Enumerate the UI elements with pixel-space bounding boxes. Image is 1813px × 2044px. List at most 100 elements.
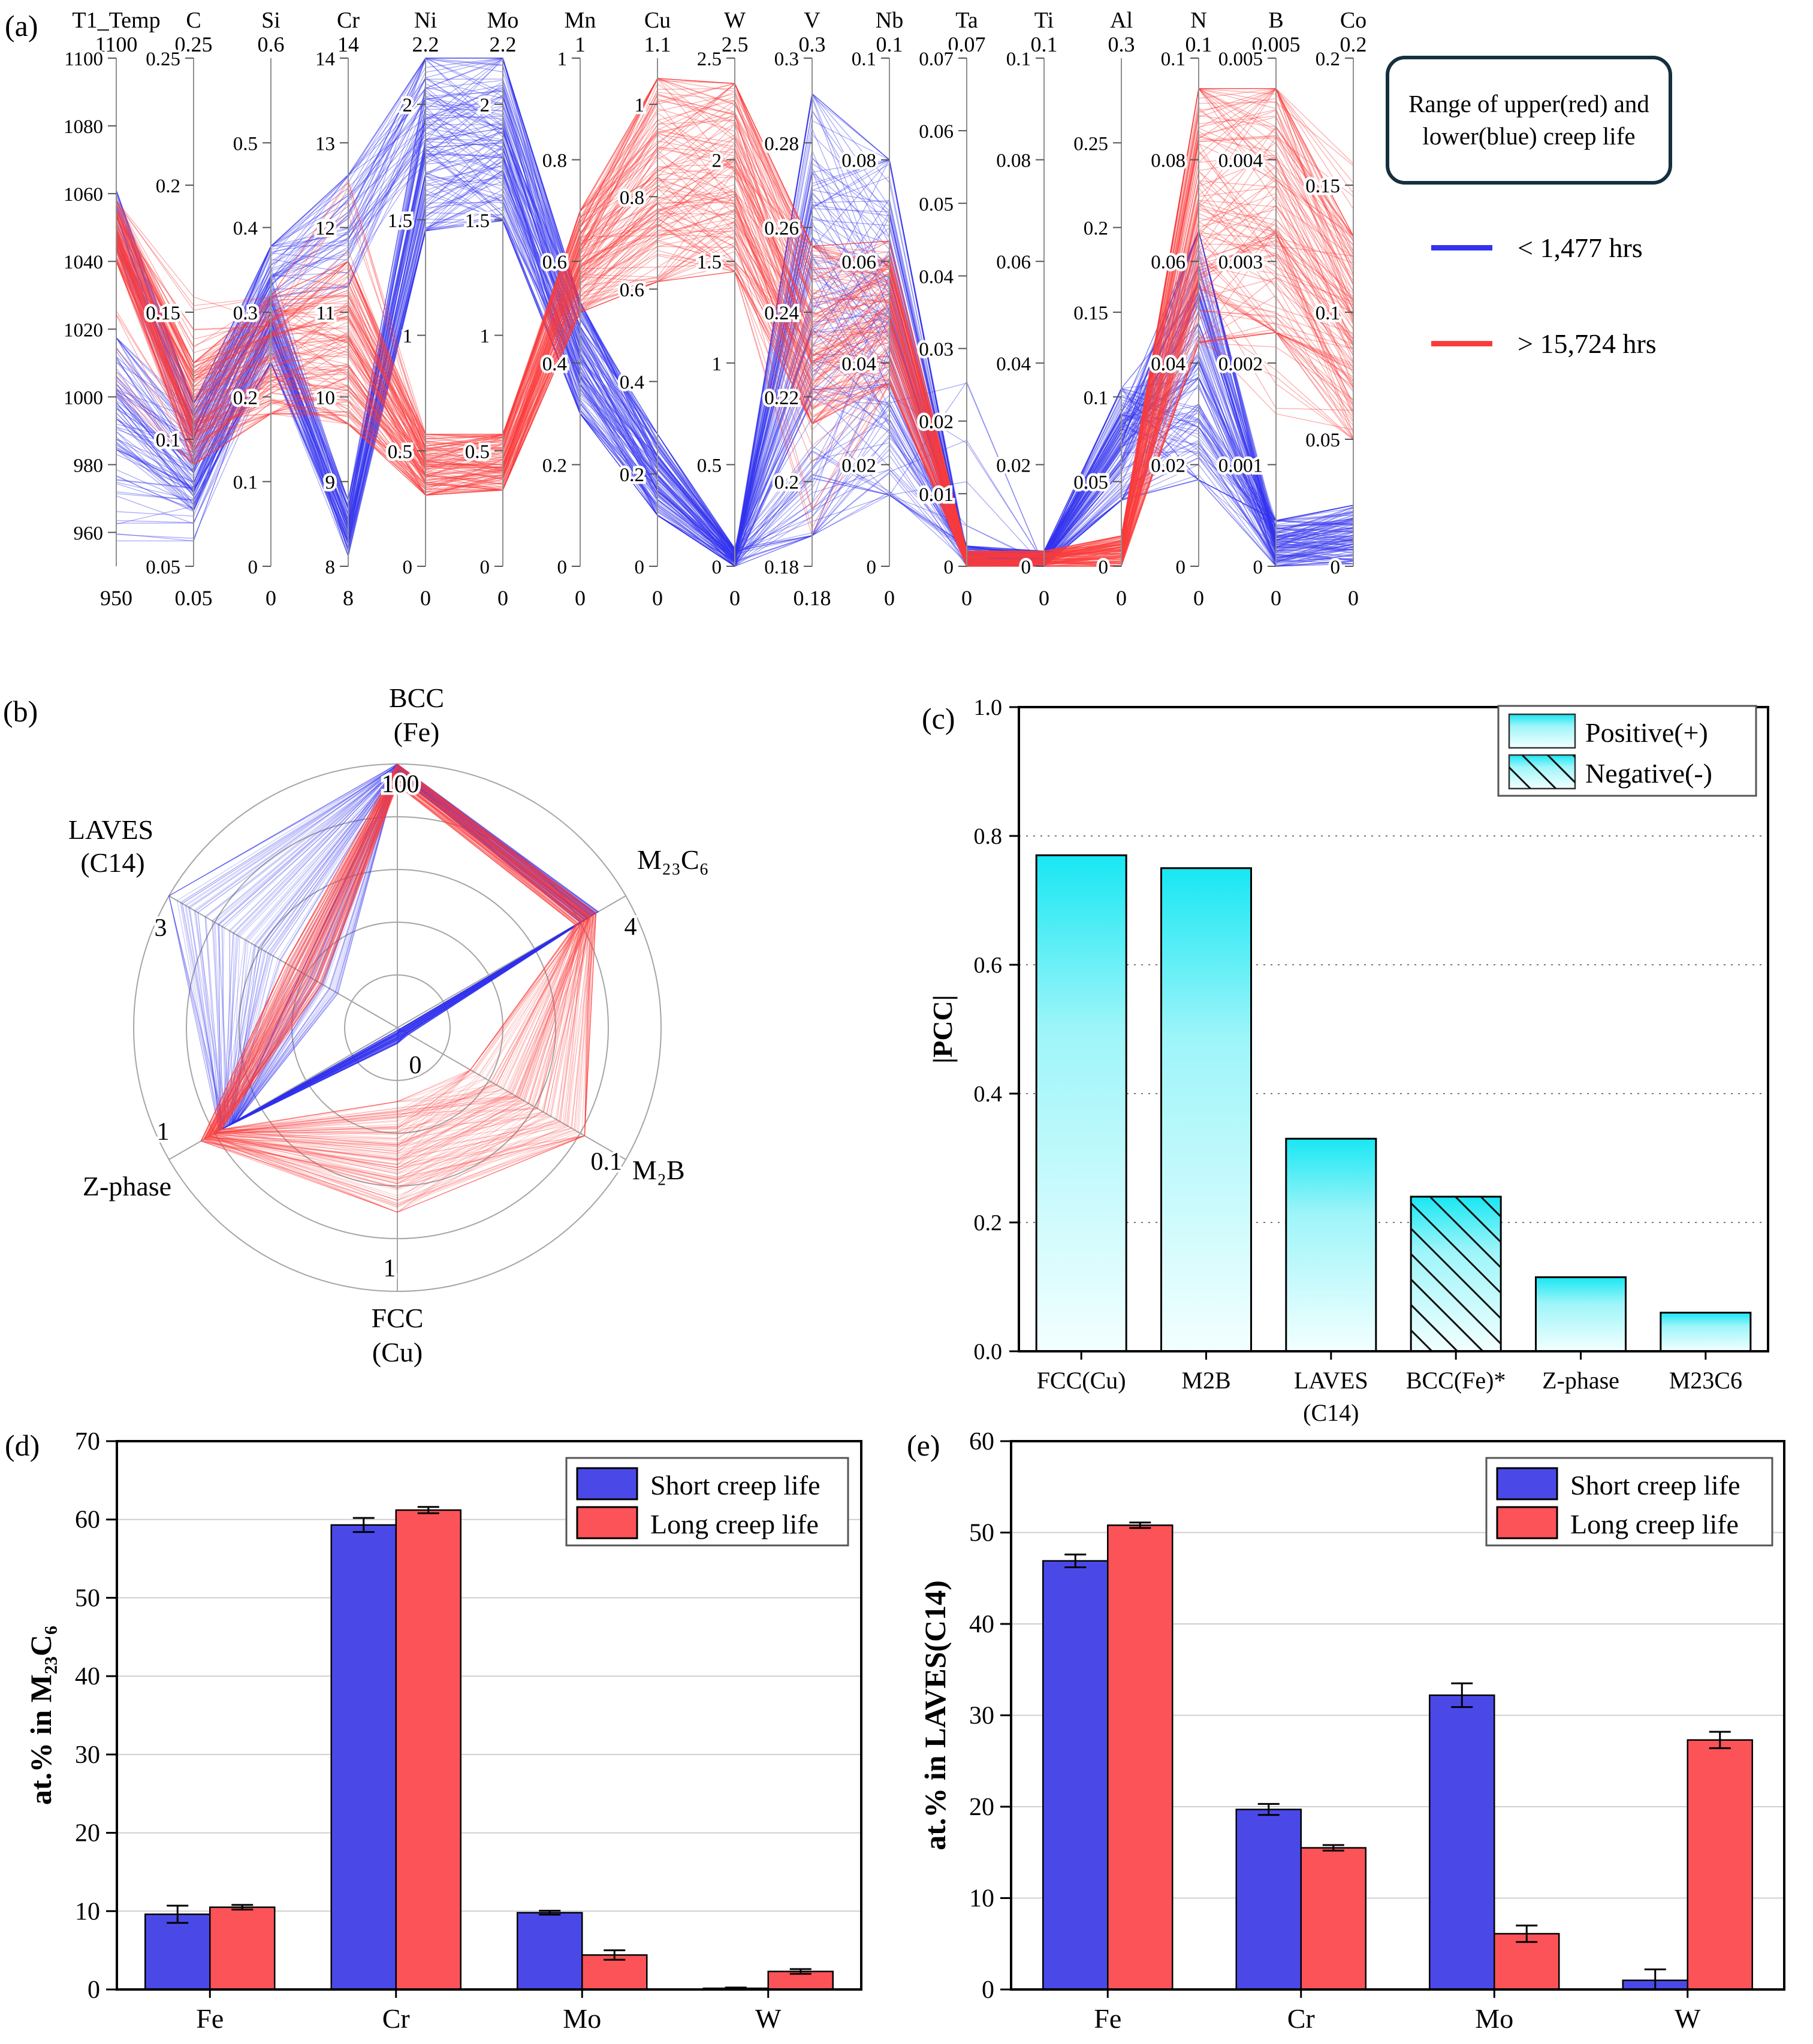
y-tick-label: 70 bbox=[75, 1428, 100, 1456]
radar-polygon bbox=[221, 783, 578, 1130]
radar-polygon bbox=[204, 763, 595, 1165]
parallel-axis-Co: Co0.20.2 0.15 0.1 0.05 00 bbox=[1303, 8, 1367, 610]
axis-min-value: 0 bbox=[1039, 586, 1049, 610]
radar-polygon bbox=[210, 784, 576, 1136]
tick-label: 1020 bbox=[64, 319, 103, 341]
radar-polygon bbox=[205, 773, 595, 1184]
tick-label: 0.001 bbox=[1218, 455, 1263, 476]
bar-Fe-long bbox=[209, 1906, 276, 1991]
tick-label: 0.1 bbox=[1316, 303, 1340, 324]
radar-polygon bbox=[212, 772, 582, 1152]
tick-label: 0.25 bbox=[1073, 133, 1108, 155]
parallel-axis-Mo: Mo2.2 2 1.5 1 0.5 00 bbox=[462, 8, 518, 610]
radar-polygon bbox=[225, 768, 589, 1127]
radar-polygon bbox=[205, 763, 593, 1201]
legend-label: Short creep life bbox=[1570, 1470, 1740, 1500]
axis-min-value: 0 bbox=[575, 586, 586, 610]
radar-polygon bbox=[228, 771, 587, 1125]
radar-spoke-Z bbox=[168, 1027, 398, 1160]
radar-polygon bbox=[200, 763, 597, 1180]
radar-polygon bbox=[221, 784, 579, 1130]
bar-Fe-short bbox=[1042, 1560, 1109, 1991]
tick-label: 0.22 bbox=[764, 387, 799, 409]
radar-polygon bbox=[213, 777, 590, 1181]
tick-label: 0.05 bbox=[1073, 472, 1108, 494]
bar-Fe-short bbox=[144, 1913, 211, 1991]
radar-polygon bbox=[208, 772, 588, 1166]
radar-polygon bbox=[229, 768, 593, 1125]
radar-polygon bbox=[177, 763, 599, 1131]
radar-polygon bbox=[200, 763, 597, 1179]
tick-label: 1000 bbox=[64, 387, 103, 409]
panel-letter-b: (b) bbox=[3, 695, 38, 728]
radar-polygon bbox=[215, 783, 583, 1133]
legend-swatch bbox=[1508, 713, 1576, 749]
plot-frame bbox=[1018, 706, 1769, 1352]
radar-polygon bbox=[207, 775, 590, 1169]
radar-polygon bbox=[200, 768, 597, 1213]
radar-polygon bbox=[214, 777, 577, 1134]
radar-polygon bbox=[221, 768, 595, 1128]
radar-polygon bbox=[227, 769, 589, 1127]
radar-polygon bbox=[229, 766, 590, 1124]
tick-label: 0.4 bbox=[542, 354, 567, 375]
radar-polygon bbox=[209, 780, 581, 1165]
panel-letter-d: (d) bbox=[5, 1429, 40, 1462]
radar-polygon bbox=[228, 766, 592, 1126]
radar-polygon bbox=[203, 763, 594, 1213]
radar-polygon bbox=[211, 777, 588, 1146]
tick-label: 0.2 bbox=[542, 455, 567, 476]
tick-label: 0.25 bbox=[146, 49, 180, 70]
radar-polygon bbox=[230, 773, 584, 1125]
parallel-axis-Al: Al0.3 0.25 0.2 0.15 0.1 0.05 00 bbox=[1071, 8, 1135, 610]
radar-polygon bbox=[215, 768, 584, 1171]
y-tick-label: 0.0 bbox=[974, 1339, 1003, 1364]
panel-d-grouped-bars: Fe Cr Mo W 0 10 20 30 40 50 60 70 at.% in M₂₃C₆ Short… bbox=[24, 1428, 862, 2034]
radar-polygon bbox=[213, 777, 590, 1141]
tick-label: 0.4 bbox=[620, 372, 644, 394]
axis-max-value: 2.2 bbox=[490, 32, 517, 56]
radar-polygon bbox=[233, 771, 589, 1124]
radar-polygon bbox=[215, 768, 593, 1129]
legend-title-line2: lower(blue) creep life bbox=[1422, 122, 1636, 150]
tick-label: 11 bbox=[316, 303, 335, 324]
tick-label: 0.2 bbox=[620, 464, 644, 486]
tick-label: 0.03 bbox=[919, 339, 954, 361]
axis-min-value: 0 bbox=[497, 586, 508, 610]
radar-polygon bbox=[221, 780, 581, 1144]
radar-axis-label: (Fe) bbox=[394, 717, 440, 747]
parallel-axis-V: V0.30.3 0.28 0.26 0.24 0.22 0.2 0.18 0.18 bbox=[762, 8, 831, 610]
radar-polygon bbox=[206, 772, 585, 1174]
radar-polygon bbox=[221, 780, 584, 1130]
radar-polygon bbox=[230, 771, 585, 1125]
legend-swatch bbox=[576, 1506, 638, 1539]
y-tick-label: 40 bbox=[969, 1611, 994, 1638]
radar-polygon bbox=[237, 773, 581, 1121]
y-axis-title: at.% in LAVES(C14) bbox=[918, 1580, 952, 1850]
tick-label: 0.26 bbox=[764, 218, 799, 240]
axis-min-value: 0 bbox=[266, 586, 276, 610]
y-axis-title: at.% in M₂₃C₆ bbox=[24, 1626, 58, 1805]
radar-polygon bbox=[236, 771, 585, 1121]
x-tick-label: Cr bbox=[382, 2003, 410, 2034]
radar-polygon bbox=[188, 765, 596, 1126]
axis-min-value: 0 bbox=[652, 586, 663, 610]
radar-axis-label: M₂B bbox=[632, 1155, 685, 1185]
axis-max-value: 2.5 bbox=[722, 32, 749, 56]
tick-label: 1060 bbox=[64, 184, 103, 206]
tick-label: 0 bbox=[480, 557, 490, 578]
radar-axis-max-tick: 0.1 bbox=[591, 1148, 623, 1176]
legend-label: Short creep life bbox=[650, 1470, 820, 1500]
tick-label: 0.2 bbox=[774, 472, 799, 494]
radar-polygon bbox=[228, 769, 588, 1126]
tick-label: 2 bbox=[712, 150, 722, 172]
tick-label: 0.15 bbox=[146, 303, 180, 324]
panel-e-grouped-bars: Fe Cr Mo W 0 10 20 30 40 50 60 at.% in LAVES(C14) Sh… bbox=[918, 1428, 1785, 2034]
radar-polygon bbox=[207, 772, 586, 1196]
radar-polygon bbox=[205, 763, 597, 1183]
tick-label: 0 bbox=[867, 557, 877, 578]
tick-label: 1 bbox=[480, 326, 490, 348]
tick-label: 0.04 bbox=[919, 266, 954, 288]
radar-polygon bbox=[212, 784, 576, 1135]
radar-polygon bbox=[201, 765, 597, 1178]
